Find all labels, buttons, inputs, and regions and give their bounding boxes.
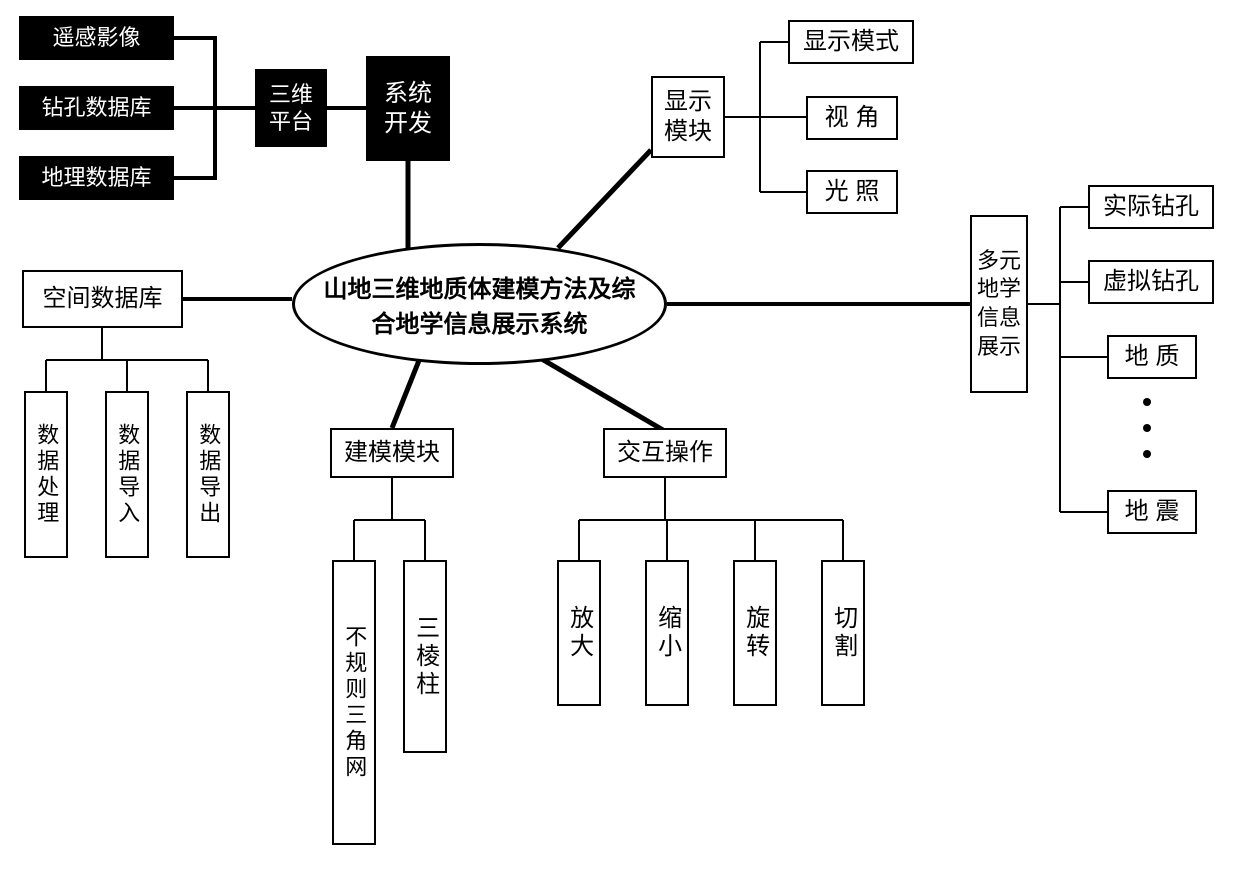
data-process: 数据处理	[24, 391, 68, 558]
tri-prism-label: 三棱柱	[409, 615, 440, 699]
data-import: 数据导入	[105, 391, 149, 558]
data-export-label: 数据导出	[194, 423, 223, 527]
data-export: 数据导出	[186, 391, 230, 558]
geology-label: 地 质	[1125, 342, 1180, 372]
modeling-module-label: 建模模块	[344, 438, 440, 468]
tin: 不规则三角网	[332, 560, 376, 845]
spatial-database: 空间数据库	[22, 270, 183, 328]
lighting: 光 照	[806, 170, 898, 214]
interaction-module: 交互操作	[603, 428, 727, 478]
input-remote-sensing: 遥感影像	[19, 16, 174, 60]
center-title-line2: 合地学信息展示系统	[372, 311, 588, 338]
display-mode-label: 显示模式	[803, 27, 899, 57]
real-drill: 实际钻孔	[1088, 185, 1214, 229]
input-drill-database-label: 钻孔数据库	[41, 94, 151, 122]
view-angle-label: 视 角	[825, 103, 880, 133]
geology: 地 质	[1107, 335, 1197, 379]
view-angle: 视 角	[806, 96, 898, 140]
virtual-drill: 虚拟钻孔	[1088, 260, 1214, 304]
tin-label: 不规则三角网	[340, 625, 369, 781]
system-dev-label: 系统开发	[384, 79, 432, 139]
spatial-database-label: 空间数据库	[43, 284, 163, 314]
virtual-drill-label: 虚拟钻孔	[1103, 267, 1199, 297]
real-drill-label: 实际钻孔	[1103, 192, 1199, 222]
interaction-module-label: 交互操作	[617, 438, 713, 468]
earthquake-label: 地 震	[1125, 497, 1180, 527]
system-dev: 系统开发	[366, 56, 450, 161]
input-drill-database: 钻孔数据库	[19, 86, 174, 130]
cut-label: 切割	[827, 605, 858, 661]
center-title-line1: 山地三维地质体建模方法及综	[324, 276, 636, 303]
data-process-label: 数据处理	[32, 423, 61, 527]
input-gis-database-label: 地理数据库	[41, 164, 151, 192]
center-system-title: 山地三维地质体建模方法及综 合地学信息展示系统	[292, 243, 667, 365]
rotate-label: 旋转	[739, 605, 770, 661]
tri-prism: 三棱柱	[403, 560, 447, 753]
zoom-in-label: 放大	[563, 605, 594, 661]
zoom-out: 缩小	[645, 560, 689, 706]
input-gis-database: 地理数据库	[19, 156, 174, 200]
cut: 切割	[821, 560, 865, 706]
input-remote-sensing-label: 遥感影像	[52, 24, 140, 52]
display-mode: 显示模式	[788, 20, 914, 64]
3d-platform-label: 三维平台	[269, 81, 313, 136]
rotate: 旋转	[733, 560, 777, 706]
display-module-label: 显示模块	[664, 87, 712, 147]
geo-info-display-label: 多元地学信息展示	[977, 247, 1021, 361]
earthquake: 地 震	[1107, 490, 1197, 534]
lighting-label: 光 照	[825, 177, 880, 207]
zoom-in: 放大	[557, 560, 601, 706]
geo-info-display: 多元地学信息展示	[970, 215, 1028, 393]
zoom-out-label: 缩小	[651, 605, 682, 661]
modeling-module: 建模模块	[330, 428, 454, 478]
data-import-label: 数据导入	[113, 423, 142, 527]
display-module: 显示模块	[651, 76, 725, 158]
3d-platform: 三维平台	[255, 69, 327, 147]
